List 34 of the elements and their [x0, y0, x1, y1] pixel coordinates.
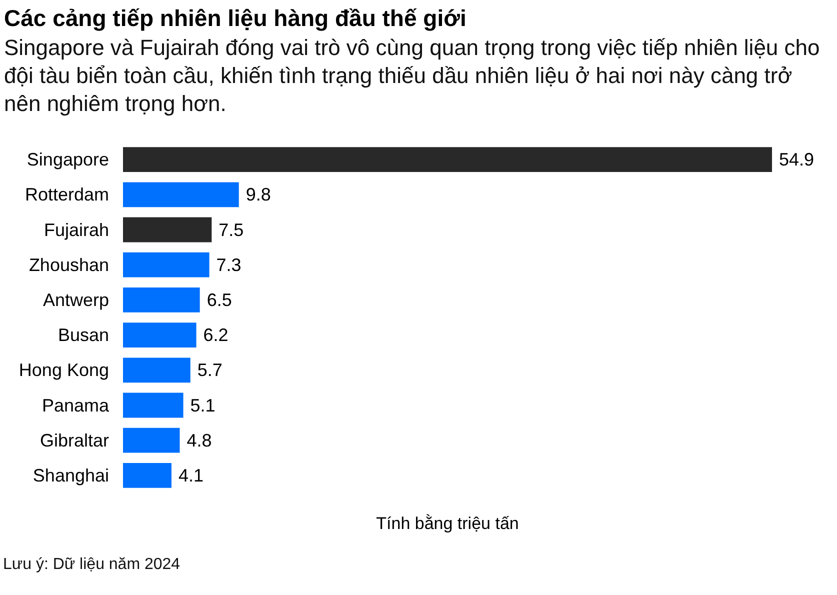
- bar: [123, 428, 180, 453]
- data-label: 5.7: [197, 360, 222, 380]
- text: Lưu ý: Dữ liệu năm 2024: [3, 555, 180, 574]
- bar: [123, 322, 196, 348]
- y-tick-label: Shanghai: [32, 465, 109, 486]
- bar: [123, 217, 212, 242]
- data-label: 7.5: [218, 220, 244, 240]
- y-tick-label: Hong Kong: [18, 360, 109, 380]
- data-label: 7.3: [216, 254, 242, 275]
- bar: [123, 182, 239, 208]
- data-label: 9.8: [246, 184, 271, 205]
- chart-subtitle: Singapore và Fujairah đóng vai trò vô cùng quan trọng trong việc tiếp nhiên liệu cho đội tàu biển toàn cầu, khiến tình trạng thiếu dầu nhiên liệu ở hai nơi này càng trở nên nghiêm trọng hơn.: [4, 34, 821, 118]
- bar: [123, 147, 772, 172]
- y-tick-label: Fujairah: [44, 220, 109, 240]
- x-axis-title: Tính bằng triệu tấn: [376, 514, 519, 533]
- y-tick-label: Zhoushan: [28, 254, 109, 275]
- y-tick-label: Busan: [58, 325, 109, 346]
- bar: [123, 392, 184, 418]
- bar: [123, 252, 210, 278]
- chart-title: Các cảng tiếp nhiên liệu hàng đầu thế giới: [4, 4, 466, 32]
- data-label: 5.1: [190, 395, 216, 416]
- y-tick-label: Singapore: [26, 150, 109, 170]
- y-tick-label: Antwerp: [42, 290, 109, 310]
- data-label: 4.8: [186, 430, 212, 450]
- y-tick-label: Gibraltar: [40, 430, 109, 450]
- data-label: 6.5: [206, 290, 232, 310]
- bar: [123, 287, 200, 312]
- y-tick-label: Panama: [42, 395, 110, 416]
- y-tick-label: Rotterdam: [24, 184, 109, 205]
- bar: [123, 358, 190, 383]
- data-label: 6.2: [203, 325, 228, 346]
- data-label: 4.1: [178, 465, 204, 486]
- bar: [123, 462, 172, 488]
- data-label: 54.9: [779, 150, 814, 170]
